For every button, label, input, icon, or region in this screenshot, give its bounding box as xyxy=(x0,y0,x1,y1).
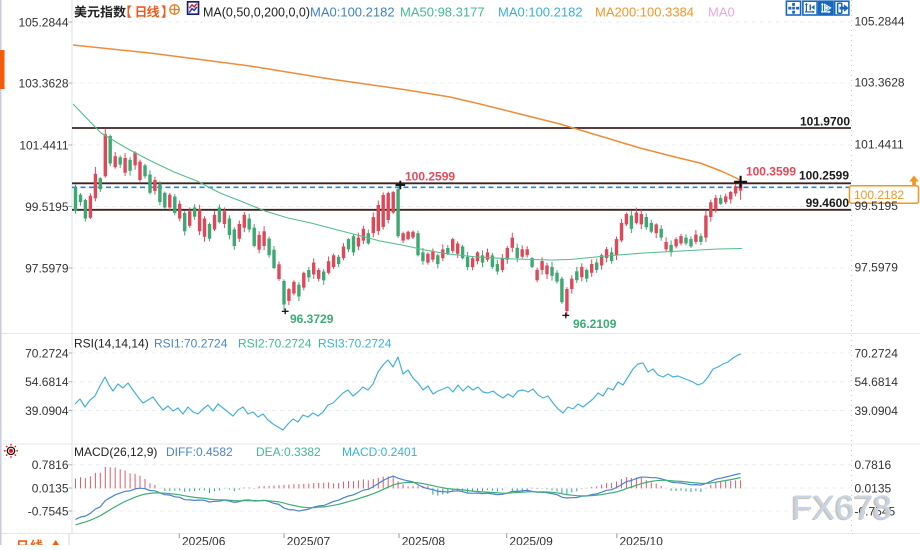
svg-text:MACD(26,12,9): MACD(26,12,9) xyxy=(74,445,157,459)
svg-text:2025/09: 2025/09 xyxy=(509,534,553,545)
svg-text:RSI2:70.2724: RSI2:70.2724 xyxy=(238,337,312,351)
svg-text:MACD:0.2401: MACD:0.2401 xyxy=(342,445,418,459)
svg-text:70.2724: 70.2724 xyxy=(25,347,69,361)
svg-text:101.4411: 101.4411 xyxy=(855,138,904,152)
svg-text:70.2724: 70.2724 xyxy=(855,347,899,361)
svg-text:97.5979: 97.5979 xyxy=(855,261,899,275)
svg-text:100.3599: 100.3599 xyxy=(746,165,796,179)
svg-text:96.2109: 96.2109 xyxy=(573,317,617,331)
svg-text:MA200:100.3384: MA200:100.3384 xyxy=(595,5,694,20)
svg-text:0.7816: 0.7816 xyxy=(32,458,69,472)
svg-text:FX678: FX678 xyxy=(792,489,892,527)
svg-text:MA(0,50,0,200,0,0): MA(0,50,0,200,0,0) xyxy=(203,6,310,20)
svg-text:2025/07: 2025/07 xyxy=(287,534,331,545)
svg-text:101.9700: 101.9700 xyxy=(800,115,850,129)
svg-text:0.0135: 0.0135 xyxy=(32,482,69,496)
svg-text:-0.7545: -0.7545 xyxy=(855,505,896,519)
svg-text:103.3628: 103.3628 xyxy=(18,77,68,91)
svg-text:RSI1:70.2724: RSI1:70.2724 xyxy=(154,337,228,351)
svg-text:RSI(14,14,14): RSI(14,14,14) xyxy=(74,337,149,351)
svg-text:MA0: MA0 xyxy=(708,5,735,20)
svg-text:99.4600: 99.4600 xyxy=(806,196,850,210)
svg-text:2025/08: 2025/08 xyxy=(402,534,446,545)
svg-text:MA0:100.2182: MA0:100.2182 xyxy=(498,5,583,20)
svg-text:DEA:0.3382: DEA:0.3382 xyxy=(256,445,321,459)
svg-text:99.5195: 99.5195 xyxy=(25,200,69,214)
svg-text:2025/10: 2025/10 xyxy=(620,534,664,545)
svg-text:RSI3:70.2724: RSI3:70.2724 xyxy=(318,337,392,351)
svg-text:39.0904: 39.0904 xyxy=(855,404,899,418)
svg-text:MA0:100.2182: MA0:100.2182 xyxy=(310,5,395,20)
svg-text:-0.7545: -0.7545 xyxy=(28,505,69,519)
svg-text:100.2599: 100.2599 xyxy=(799,169,849,183)
svg-text:97.5979: 97.5979 xyxy=(25,262,69,276)
svg-text:54.6814: 54.6814 xyxy=(855,375,899,389)
svg-text:54.6814: 54.6814 xyxy=(25,375,69,389)
svg-text:99.5195: 99.5195 xyxy=(855,199,899,213)
svg-text:FX678: FX678 xyxy=(790,490,890,528)
svg-text:100.2182: 100.2182 xyxy=(854,188,904,202)
svg-text:100.2599: 100.2599 xyxy=(405,170,455,184)
svg-text:0.7816: 0.7816 xyxy=(855,458,892,472)
svg-text:MA50:98.3177: MA50:98.3177 xyxy=(400,5,485,20)
svg-text:0.0135: 0.0135 xyxy=(855,482,892,496)
svg-text:105.2844: 105.2844 xyxy=(855,15,905,29)
svg-text:103.3628: 103.3628 xyxy=(855,76,905,90)
svg-text:105.2844: 105.2844 xyxy=(18,16,68,30)
svg-text:96.3729: 96.3729 xyxy=(290,312,334,326)
svg-text:DIFF:0.4582: DIFF:0.4582 xyxy=(166,445,233,459)
svg-text:39.0904: 39.0904 xyxy=(25,404,69,418)
svg-text:2025/06: 2025/06 xyxy=(182,534,226,545)
svg-text:101.4411: 101.4411 xyxy=(19,139,68,153)
